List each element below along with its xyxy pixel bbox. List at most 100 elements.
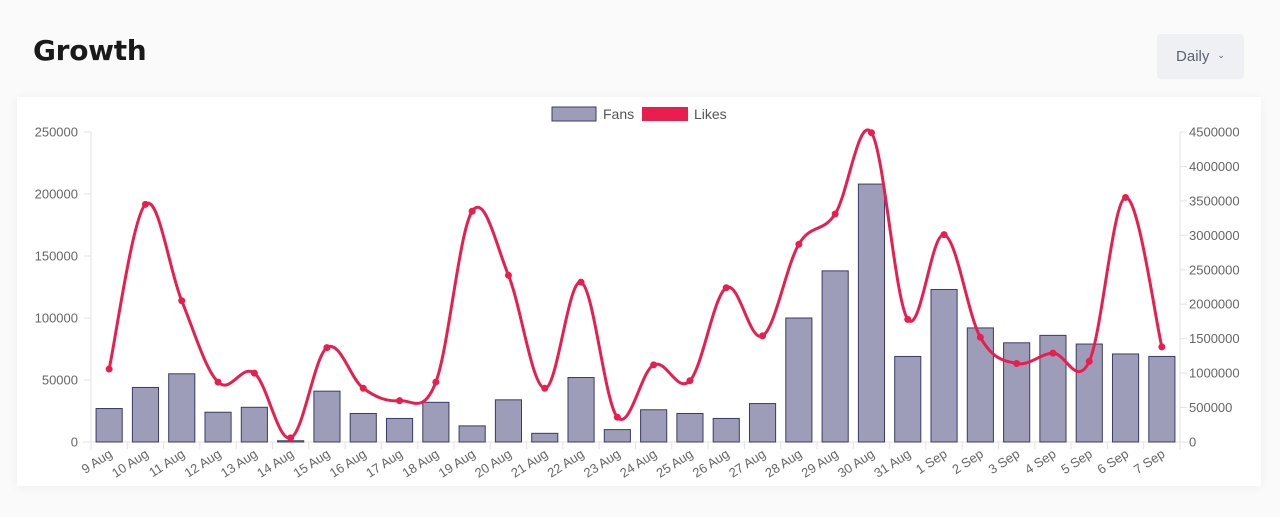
- x-tick-label: 9 Aug: [79, 446, 115, 477]
- legend-label-likes: Likes: [694, 106, 727, 122]
- bar-fans: [240, 406, 268, 443]
- point-likes: [250, 369, 258, 377]
- point-likes: [359, 384, 367, 392]
- point-likes: [178, 297, 186, 305]
- y-left-tick-label: 200000: [35, 187, 78, 202]
- x-tick-label: 22 Aug: [545, 446, 587, 481]
- point-likes: [141, 200, 149, 208]
- x-tick-label: 12 Aug: [182, 446, 224, 481]
- bar-fans: [567, 377, 595, 443]
- period-dropdown[interactable]: Daily ⌄: [1157, 34, 1244, 79]
- x-tick-label: 30 Aug: [835, 446, 877, 481]
- bar-fans: [894, 355, 922, 443]
- point-likes: [686, 377, 694, 385]
- chevron-down-icon: ⌄: [1217, 50, 1225, 60]
- x-tick-label: 31 Aug: [871, 446, 913, 481]
- point-likes: [1013, 359, 1021, 367]
- bar-fans: [168, 373, 196, 443]
- x-tick-label: 7 Sep: [1131, 446, 1168, 477]
- point-likes: [432, 378, 440, 386]
- x-tick-label: 24 Aug: [617, 446, 659, 481]
- y-right-tick-label: 0: [1189, 435, 1196, 450]
- bar-fans: [748, 403, 777, 443]
- point-likes: [287, 434, 295, 442]
- x-tick-label: 15 Aug: [290, 446, 332, 481]
- point-likes: [795, 240, 803, 248]
- y-right-tick-label: 3500000: [1189, 193, 1240, 208]
- point-likes: [105, 365, 113, 373]
- x-tick-label: 11 Aug: [146, 446, 187, 480]
- growth-chart-card: 250000 200000 150000 100000 50000 0 4500000 400…: [17, 97, 1261, 486]
- y-left-tick-label: 50000: [42, 373, 78, 388]
- growth-header: Growth Daily ⌄: [0, 0, 1280, 95]
- y-left-tick-label: 150000: [35, 249, 78, 264]
- x-tick-label: 18 Aug: [399, 446, 441, 481]
- x-tick-label: 26 Aug: [690, 446, 732, 481]
- point-likes: [759, 332, 767, 340]
- x-tick-label: 2 Sep: [949, 446, 986, 477]
- x-tick-label: 21 Aug: [508, 446, 550, 481]
- point-likes: [504, 271, 512, 279]
- x-tick-label: 3 Sep: [986, 446, 1023, 477]
- x-tick-label: 29 Aug: [799, 446, 841, 481]
- x-tick-label: 16 Aug: [327, 446, 369, 481]
- bar-fans: [313, 390, 341, 443]
- point-likes: [214, 378, 222, 386]
- x-tick-label: 20 Aug: [472, 446, 514, 481]
- x-tick-label: 10 Aug: [109, 446, 151, 481]
- period-dropdown-label: Daily: [1176, 48, 1210, 65]
- bar-fans: [95, 408, 123, 443]
- bar-fans: [1148, 355, 1176, 443]
- y-left-tick-label: 250000: [35, 125, 78, 140]
- legend-swatch-fans: [551, 106, 597, 122]
- point-likes: [722, 284, 730, 292]
- point-likes: [1049, 349, 1057, 357]
- point-likes: [976, 333, 984, 341]
- y-right-tick-label: 500000: [1189, 400, 1232, 415]
- x-tick-label: 27 Aug: [726, 446, 768, 481]
- bar-fans: [930, 288, 958, 443]
- bar-fans: [640, 409, 668, 443]
- point-likes: [468, 207, 476, 215]
- bar-fans: [494, 399, 523, 443]
- page-title: Growth: [33, 34, 147, 67]
- point-likes: [1085, 357, 1093, 365]
- x-tick-label: 28 Aug: [762, 446, 804, 481]
- bar-fans: [131, 386, 160, 443]
- bar-fans: [821, 270, 849, 443]
- point-likes: [577, 278, 585, 286]
- x-tick-label: 14 Aug: [254, 446, 296, 481]
- point-likes: [940, 231, 948, 239]
- bar-fans: [785, 317, 813, 443]
- y-right-tick-label: 1000000: [1189, 366, 1240, 381]
- x-tick-label: 5 Sep: [1058, 446, 1095, 477]
- legend-label-fans: Fans: [603, 106, 634, 122]
- y-right-tick-label: 4000000: [1189, 159, 1240, 174]
- y-right-tick-label: 4500000: [1189, 125, 1240, 140]
- x-tick-label: 4 Sep: [1022, 446, 1059, 477]
- bar-fans: [349, 412, 377, 443]
- x-tick-label: 23 Aug: [581, 446, 623, 481]
- point-likes: [1122, 193, 1130, 201]
- x-tick-label: 1 Sep: [913, 446, 950, 477]
- bar-fans: [1111, 353, 1140, 443]
- growth-chart: 2500002000001500001000005000004500000400…: [35, 106, 1240, 481]
- bar-fans: [422, 401, 450, 443]
- bar-fans: [204, 411, 232, 443]
- point-likes: [323, 344, 331, 352]
- x-tick-label: 19 Aug: [436, 446, 478, 481]
- y-left-tick-label: 100000: [35, 311, 78, 326]
- bar-fans: [857, 183, 886, 443]
- x-tick-label: 25 Aug: [653, 446, 695, 481]
- point-likes: [867, 129, 875, 137]
- point-likes: [904, 315, 912, 323]
- y-right-tick-label: 2000000: [1189, 297, 1240, 312]
- y-right-tick-label: 2500000: [1189, 262, 1240, 277]
- point-likes: [1158, 343, 1166, 351]
- x-tick-label: 17 Aug: [363, 446, 405, 481]
- y-right-tick-label: 3000000: [1189, 228, 1240, 243]
- x-tick-label: 13 Aug: [218, 446, 260, 481]
- bar-fans: [458, 425, 486, 443]
- y-left-tick-label: 0: [71, 435, 78, 450]
- x-tick-label: 6 Sep: [1095, 446, 1132, 477]
